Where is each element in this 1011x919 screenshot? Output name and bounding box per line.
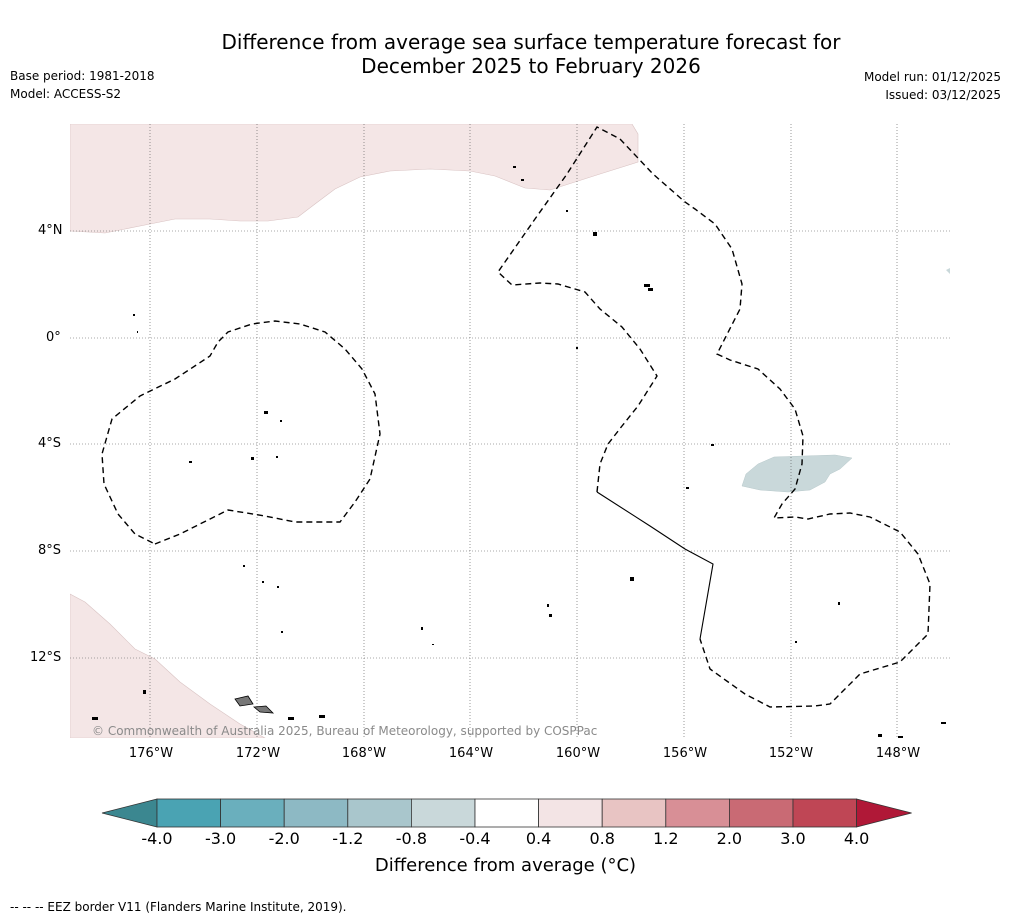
colorbar-tick-label: 1.2: [653, 829, 679, 848]
model-name: Model: ACCESS-S2: [10, 87, 122, 101]
lon-label-168w: 168°W: [341, 746, 387, 761]
eez-borders: [101, 126, 931, 708]
lon-label-156w: 156°W: [662, 746, 708, 761]
title-line-1: Difference from average sea surface temp…: [221, 30, 841, 54]
warm-anomaly-north: [69, 123, 639, 234]
colorbar-segment: [729, 798, 794, 828]
base-period: Base period: 1981-2018: [10, 69, 155, 83]
colorbar: [101, 798, 912, 828]
colorbar-segment: [601, 798, 667, 828]
eez-legend-footer: -- -- -- EEZ border V11 (Flanders Marine…: [10, 900, 347, 914]
colorbar-segment: [220, 798, 285, 828]
lon-label-164w: 164°W: [448, 746, 494, 761]
warm-anomaly-southwest: [69, 593, 267, 739]
meta-right: Model run: 01/12/2025 Issued: 03/12/2025: [864, 70, 1001, 106]
map-gridlines: [70, 124, 950, 738]
lat-label-4n: 4°N: [38, 223, 63, 238]
title-line-2: December 2025 to February 2026: [361, 54, 701, 78]
lon-label-152w: 152°W: [768, 746, 814, 761]
colorbar-tick-label: 2.0: [716, 829, 743, 848]
colorbar-tick-label: 4.0: [843, 829, 870, 848]
islands: [92, 166, 946, 738]
cool-anomaly-edge: [946, 268, 950, 274]
meta-left: Base period: 1981-2018 Model: ACCESS-S2: [10, 69, 155, 105]
eez-kiribati-line: [497, 126, 931, 708]
copyright-notice: © Commonwealth of Australia 2025, Bureau…: [92, 724, 598, 738]
colorbar-tick-label: 3.0: [780, 829, 806, 848]
lat-label-8s: 8°S: [38, 543, 62, 558]
model-run: Model run: 01/12/2025: [863, 70, 1001, 84]
issued-date: Issued: 03/12/2025: [885, 88, 1001, 102]
colorbar-tick-label: -1.2: [332, 829, 364, 848]
colorbar-tick-label: -2.0: [268, 829, 300, 848]
map-canvas[interactable]: [69, 123, 950, 739]
colorbar-segments: [101, 798, 912, 828]
lat-label-4s: 4°S: [38, 436, 62, 451]
samoa-islands: [234, 695, 275, 714]
colorbar-high-extend: [856, 798, 912, 828]
lat-label-eq: 0°: [46, 330, 61, 345]
colorbar-segment: [792, 798, 857, 828]
colorbar-segment: [538, 798, 603, 828]
colorbar-segment: [156, 798, 221, 828]
colorbar-tick-label: -3.0: [204, 829, 237, 848]
lon-label-148w: 148°W: [875, 746, 921, 761]
colorbar-title: Difference from average (°C): [374, 855, 637, 876]
eez-solid-link: [596, 491, 714, 640]
colorbar-tick-label: -4.0: [141, 829, 173, 848]
colorbar-tick-label: -0.4: [459, 829, 491, 848]
eez-tokelau-samoa: [101, 320, 381, 545]
lat-label-12s: 12°S: [30, 650, 62, 665]
colorbar-low-extend: [101, 798, 158, 828]
colorbar-segment: [347, 798, 412, 828]
colorbar-tick-label: 0.8: [589, 829, 615, 848]
lon-label-176w: 176°W: [128, 746, 174, 761]
colorbar-tick-label: 0.4: [525, 829, 552, 848]
map-title: Difference from average sea surface temp…: [0, 30, 1011, 78]
map-svg: [69, 123, 950, 739]
colorbar-segment: [410, 798, 476, 828]
colorbar-tick-label: -0.8: [395, 829, 427, 848]
colorbar-segment: [665, 798, 730, 828]
lon-label-160w: 160°W: [555, 746, 601, 761]
colorbar-segment: [283, 798, 349, 828]
lon-label-172w: 172°W: [235, 746, 281, 761]
colorbar-segment: [474, 798, 539, 828]
cool-anomaly-patch: [741, 454, 853, 493]
